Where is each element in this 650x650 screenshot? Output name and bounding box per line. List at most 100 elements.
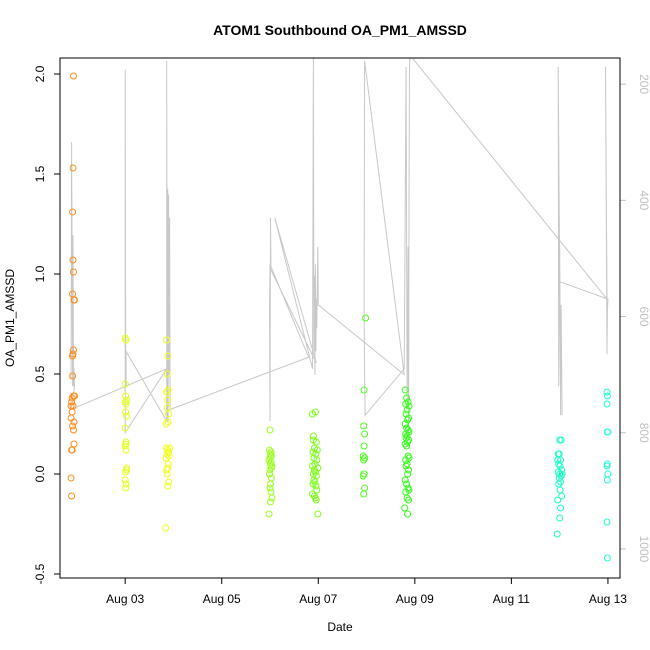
data-point	[401, 440, 409, 448]
data-point	[557, 478, 565, 486]
data-point	[360, 386, 368, 394]
data-point	[164, 418, 172, 426]
data-point	[121, 380, 129, 388]
series-aug-04	[162, 336, 174, 532]
y-axis-label: OA_PM1_AMSSD	[3, 269, 17, 367]
data-point	[312, 482, 320, 490]
series-aug-06	[265, 426, 276, 518]
data-point	[603, 476, 611, 484]
y2-tick-label: 400	[637, 190, 650, 210]
data-point	[121, 424, 129, 432]
data-point	[404, 470, 412, 478]
y2-tick-label: 800	[637, 423, 650, 443]
data-point	[165, 410, 173, 418]
data-point	[163, 370, 171, 378]
data-point	[123, 412, 131, 420]
data-point	[604, 428, 612, 436]
data-point	[603, 388, 611, 396]
data-point	[266, 470, 273, 478]
data-point	[165, 448, 173, 456]
data-point	[68, 398, 76, 406]
data-point	[405, 466, 413, 474]
data-point	[313, 456, 321, 464]
data-point	[122, 336, 130, 344]
data-point	[69, 164, 77, 172]
data-point	[405, 402, 413, 410]
data-point	[70, 418, 78, 426]
data-point	[166, 444, 174, 452]
data-point	[556, 514, 564, 522]
data-point	[164, 396, 172, 404]
series-aug-03	[121, 334, 131, 492]
pressure-line-layer	[70, 58, 609, 435]
y-tick-label: -0.5	[33, 563, 47, 584]
data-point	[405, 496, 413, 504]
data-point	[360, 456, 368, 464]
data-point	[360, 442, 368, 450]
data-point	[362, 314, 370, 322]
data-point	[401, 504, 409, 512]
series-aug-13	[603, 388, 612, 562]
series-aug-08	[359, 314, 370, 498]
data-point	[123, 396, 131, 404]
chart-title: ATOM1 Southbound OA_PM1_AMSSD	[213, 22, 467, 38]
data-point	[312, 438, 320, 446]
data-point	[554, 496, 562, 504]
data-point	[267, 480, 274, 488]
data-point	[68, 394, 76, 402]
y-tick-label: 1.0	[33, 265, 47, 282]
data-point	[556, 462, 564, 470]
y-tick-label: 0.0	[33, 465, 47, 482]
data-point	[360, 490, 368, 498]
data-point	[403, 480, 411, 488]
data-point	[311, 408, 319, 416]
data-point	[266, 446, 273, 454]
data-point	[164, 352, 172, 360]
data-point	[402, 430, 410, 438]
data-point	[311, 478, 319, 486]
x-tick-label: Aug 03	[106, 592, 144, 606]
series-aug-09	[401, 386, 413, 518]
data-point	[164, 386, 172, 394]
scatter-points-layer	[67, 72, 612, 562]
y2-tick-label: 600	[637, 307, 650, 327]
data-point	[403, 406, 411, 414]
data-point	[267, 498, 274, 506]
data-point	[162, 524, 170, 532]
data-point	[401, 420, 409, 428]
data-point	[267, 464, 275, 472]
data-point	[165, 452, 173, 460]
data-point	[162, 420, 170, 428]
data-point	[70, 72, 77, 80]
data-point	[69, 256, 77, 264]
data-point	[314, 510, 322, 518]
data-point	[122, 468, 130, 476]
x-tick-label: Aug 09	[396, 592, 434, 606]
data-point	[163, 470, 171, 478]
data-point	[359, 452, 367, 460]
data-point	[557, 504, 565, 512]
data-point	[309, 432, 317, 440]
data-point	[123, 464, 131, 472]
data-point	[165, 478, 173, 486]
data-point	[603, 392, 611, 400]
data-point	[164, 482, 172, 490]
data-point	[68, 446, 76, 454]
data-point	[266, 484, 274, 492]
data-point	[70, 426, 77, 434]
y2-tick-label: 1000	[637, 536, 650, 563]
data-point	[403, 442, 411, 450]
data-point	[603, 462, 611, 470]
data-point	[70, 440, 78, 448]
data-point	[312, 496, 320, 504]
data-point	[67, 474, 75, 482]
data-point	[266, 426, 274, 434]
data-point	[163, 450, 171, 458]
data-point	[359, 472, 367, 480]
x-tick-label: Aug 11	[493, 592, 530, 606]
data-point	[266, 466, 274, 474]
data-point	[69, 352, 77, 360]
x-tick-label: Aug 05	[203, 592, 241, 606]
